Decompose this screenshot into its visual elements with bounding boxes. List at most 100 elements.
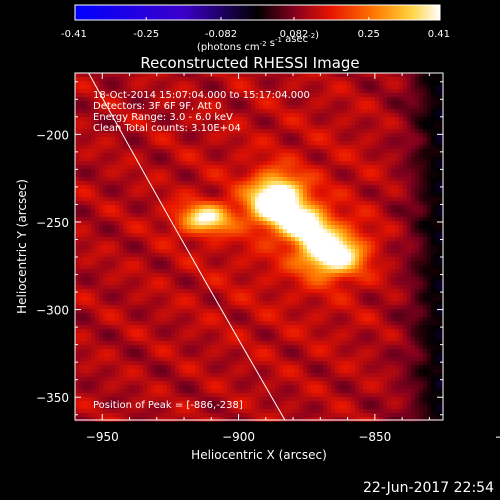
heatmap-cell <box>123 113 128 118</box>
heatmap-cell <box>267 373 272 378</box>
heatmap-cell <box>135 245 140 250</box>
heatmap-cell <box>235 161 240 166</box>
heatmap-cell <box>195 257 200 262</box>
heatmap-cell <box>215 205 220 210</box>
heatmap-cell <box>103 125 108 130</box>
heatmap-cell <box>175 97 180 102</box>
heatmap-cell <box>119 153 124 158</box>
heatmap-cell <box>239 117 244 122</box>
heatmap-cell <box>211 357 216 362</box>
heatmap-cell <box>299 109 304 114</box>
heatmap-cell <box>87 93 92 98</box>
heatmap-cell <box>255 245 260 250</box>
heatmap-cell <box>299 85 304 90</box>
heatmap-cell <box>135 85 140 90</box>
heatmap-cell <box>187 113 192 118</box>
heatmap-cell <box>191 325 196 330</box>
heatmap-cell <box>99 373 104 378</box>
heatmap-cell <box>251 201 256 206</box>
heatmap-cell <box>95 289 100 294</box>
heatmap-cell <box>207 125 212 130</box>
heatmap-cell <box>103 181 108 186</box>
heatmap-cell <box>291 173 296 178</box>
heatmap-cell <box>227 277 232 282</box>
heatmap-cell <box>271 289 276 294</box>
heatmap-cell <box>191 365 196 370</box>
heatmap-cell <box>231 157 236 162</box>
heatmap-cell <box>279 185 284 190</box>
heatmap-cell <box>87 241 92 246</box>
heatmap-cell <box>211 417 216 422</box>
heatmap-cell <box>231 249 236 254</box>
heatmap-cell <box>143 185 148 190</box>
heatmap-cell <box>91 229 96 234</box>
heatmap-cell <box>287 349 292 354</box>
heatmap-cell <box>203 305 208 310</box>
heatmap-cell <box>199 181 204 186</box>
heatmap-cell <box>79 377 84 382</box>
heatmap-cell <box>119 409 124 414</box>
heatmap-cell <box>283 381 288 386</box>
heatmap-cell <box>123 209 128 214</box>
heatmap-cell <box>139 353 144 358</box>
heatmap-cell <box>75 181 80 186</box>
heatmap-cell <box>243 337 248 342</box>
heatmap-cell <box>215 333 220 338</box>
heatmap-cell <box>163 413 168 418</box>
heatmap-cell <box>271 113 276 118</box>
heatmap-cell <box>103 325 108 330</box>
heatmap-cell <box>291 341 296 346</box>
heatmap-cell <box>283 341 288 346</box>
heatmap-cell <box>115 377 120 382</box>
heatmap-cell <box>147 349 152 354</box>
heatmap-cell <box>131 213 136 218</box>
heatmap-cell <box>299 101 304 106</box>
heatmap-cell <box>75 205 80 210</box>
heatmap-cell <box>199 413 204 418</box>
heatmap-cell <box>83 333 88 338</box>
heatmap-cell <box>271 377 276 382</box>
heatmap-cell <box>131 113 136 118</box>
heatmap-cell <box>195 181 200 186</box>
heatmap-cell <box>171 341 176 346</box>
heatmap-cell <box>155 397 160 402</box>
heatmap-cell <box>243 177 248 182</box>
heatmap-cell <box>139 253 144 258</box>
heatmap-cell <box>231 73 236 78</box>
heatmap-cell <box>79 185 84 190</box>
heatmap-cell <box>79 365 84 370</box>
heatmap-cell <box>255 329 260 334</box>
heatmap-cell <box>199 409 204 414</box>
heatmap-cell <box>243 209 248 214</box>
heatmap-cell <box>251 225 256 230</box>
heatmap-cell <box>99 117 104 122</box>
heatmap-cell <box>83 205 88 210</box>
heatmap-cell <box>199 85 204 90</box>
heatmap-cell <box>247 113 252 118</box>
heatmap-cell <box>83 289 88 294</box>
heatmap-cell <box>299 117 304 122</box>
heatmap-cell <box>271 157 276 162</box>
heatmap-cell <box>235 233 240 238</box>
heatmap-cell <box>199 397 204 402</box>
heatmap-cell <box>227 413 232 418</box>
heatmap-cell <box>167 405 172 410</box>
heatmap-cell <box>115 321 120 326</box>
heatmap-cell <box>267 321 272 326</box>
heatmap-cell <box>287 137 292 142</box>
heatmap-cell <box>135 181 140 186</box>
heatmap-cell <box>131 385 136 390</box>
heatmap-cell <box>171 109 176 114</box>
heatmap-cell <box>123 141 128 146</box>
heatmap-cell <box>203 333 208 338</box>
heatmap-cell <box>183 137 188 142</box>
heatmap-cell <box>123 309 128 314</box>
heatmap-cell <box>243 305 248 310</box>
heatmap-cell <box>191 113 196 118</box>
heatmap-cell <box>291 145 296 150</box>
heatmap-cell <box>119 125 124 130</box>
heatmap-cell <box>299 157 304 162</box>
heatmap-cell <box>115 77 120 82</box>
heatmap-cell <box>75 277 80 282</box>
heatmap-cell <box>111 185 116 190</box>
